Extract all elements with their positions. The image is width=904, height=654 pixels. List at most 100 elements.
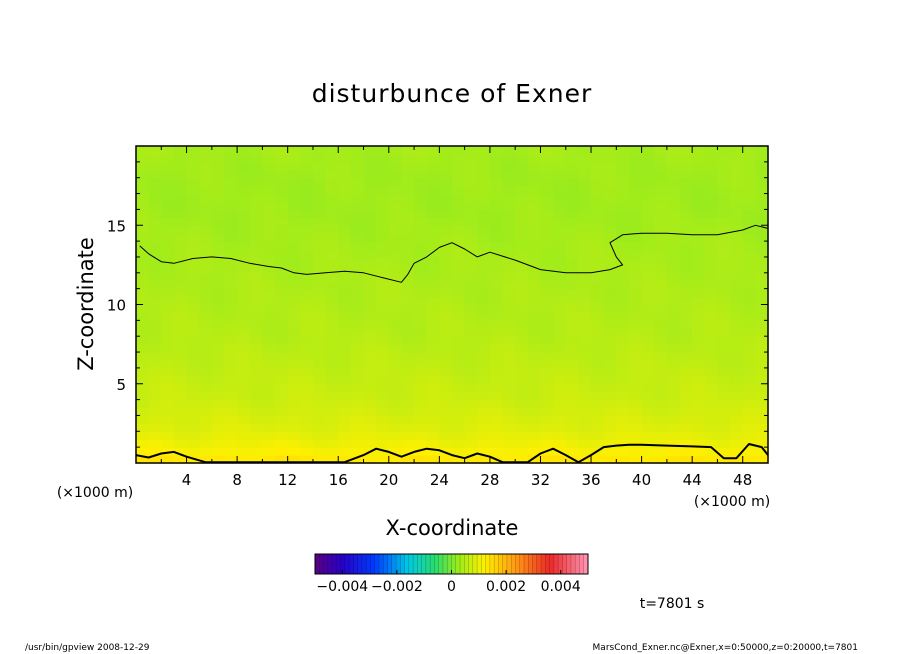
colorbar-swatch xyxy=(583,554,589,574)
colorbar-swatch xyxy=(366,554,371,574)
heatmap-cell xyxy=(414,375,428,385)
heatmap-cell xyxy=(325,423,339,432)
heatmap-cell xyxy=(211,367,226,377)
heatmap-cell xyxy=(325,233,339,242)
heatmap-cell xyxy=(186,256,200,266)
heatmap-cell xyxy=(666,336,681,345)
heatmap-cell xyxy=(199,352,213,361)
heatmap-cell xyxy=(502,367,516,377)
heatmap-cell xyxy=(692,423,706,432)
heatmap-cell xyxy=(388,209,403,218)
heatmap-cell xyxy=(666,383,681,393)
heatmap-cell xyxy=(199,241,213,250)
heatmap-cell xyxy=(439,312,453,321)
colorbar-swatch xyxy=(332,554,337,574)
heatmap-cell xyxy=(312,447,327,456)
heatmap-cell xyxy=(388,193,403,203)
heatmap-cell xyxy=(654,185,668,195)
heatmap-cell xyxy=(628,256,643,266)
heatmap-cell xyxy=(211,280,226,290)
heatmap-cell xyxy=(477,423,491,432)
heatmap-cell xyxy=(616,304,630,314)
heatmap-cell xyxy=(464,455,478,464)
heatmap-cell xyxy=(173,304,188,314)
heatmap-cell xyxy=(287,249,301,258)
heatmap-cell xyxy=(666,288,681,298)
heatmap-cell xyxy=(363,233,377,242)
heatmap-cell xyxy=(666,359,681,369)
heatmap-cell xyxy=(717,225,731,234)
heatmap-cell xyxy=(591,359,605,369)
heatmap-cell xyxy=(591,320,605,329)
heatmap-cell xyxy=(641,217,655,226)
heatmap-cell xyxy=(489,391,504,401)
heatmap-cell xyxy=(186,169,200,179)
heatmap-cell xyxy=(704,169,719,179)
heatmap-cell xyxy=(477,407,491,417)
heatmap-cell xyxy=(376,439,390,448)
heatmap-cell xyxy=(553,328,567,337)
heatmap-cell xyxy=(578,328,592,337)
heatmap-cell xyxy=(553,312,567,321)
heatmap-cell xyxy=(211,146,226,155)
heatmap-cell xyxy=(224,447,238,456)
heatmap-cell xyxy=(300,217,314,226)
heatmap-cell xyxy=(527,233,542,242)
heatmap-cell xyxy=(439,336,453,345)
heatmap-cell xyxy=(730,233,744,242)
heatmap-cell xyxy=(312,280,327,290)
heatmap-cell xyxy=(161,161,175,171)
heatmap-cell xyxy=(704,272,719,282)
heatmap-cell xyxy=(414,209,428,218)
heatmap-cell xyxy=(553,201,567,210)
heatmap-cell xyxy=(350,209,365,218)
heatmap-cell xyxy=(489,312,504,321)
heatmap-cell xyxy=(692,169,706,179)
heatmap-cell xyxy=(730,249,744,258)
heatmap-cell xyxy=(641,439,655,448)
heatmap-cell xyxy=(755,328,769,337)
heatmap-cell xyxy=(211,423,226,432)
heatmap-cell xyxy=(515,217,529,226)
heatmap-cell xyxy=(565,201,579,210)
heatmap-cell xyxy=(224,288,238,298)
heatmap-cell xyxy=(287,177,301,187)
heatmap-cell xyxy=(591,455,605,464)
heatmap-cell xyxy=(692,312,706,321)
heatmap-cell xyxy=(742,264,756,274)
heatmap-cell xyxy=(161,280,175,290)
heatmap-cell xyxy=(464,264,478,274)
heatmap-cell xyxy=(211,359,226,369)
heatmap-cell xyxy=(414,241,428,250)
heatmap-cell xyxy=(300,391,314,401)
heatmap-cell xyxy=(565,241,579,250)
heatmap-cell xyxy=(363,336,377,345)
heatmap-cell xyxy=(591,415,605,424)
heatmap-cell xyxy=(136,272,150,282)
heatmap-cell xyxy=(464,344,478,353)
heatmap-cell xyxy=(704,146,719,155)
heatmap-cell xyxy=(755,272,769,282)
heatmap-cell xyxy=(275,431,289,440)
heatmap-cell xyxy=(363,375,377,385)
heatmap-cell xyxy=(363,146,377,155)
heatmap-cell xyxy=(692,217,706,226)
heatmap-cell xyxy=(591,296,605,306)
colorbar-swatch xyxy=(400,554,406,574)
heatmap-cell xyxy=(224,209,238,218)
heatmap-cell xyxy=(401,391,415,401)
heatmap-cell xyxy=(439,272,453,282)
heatmap-cell xyxy=(628,304,643,314)
heatmap-cell xyxy=(666,233,681,242)
heatmap-cell xyxy=(312,272,327,282)
heatmap-cell xyxy=(211,153,226,163)
heatmap-cell xyxy=(452,209,466,218)
colorbar-swatch xyxy=(344,554,350,574)
heatmap-cell xyxy=(414,328,428,337)
heatmap-cell xyxy=(350,367,365,377)
heatmap-cell xyxy=(401,288,415,298)
heatmap-cell xyxy=(401,169,415,179)
heatmap-cell xyxy=(489,296,504,306)
heatmap-cell xyxy=(628,423,643,432)
